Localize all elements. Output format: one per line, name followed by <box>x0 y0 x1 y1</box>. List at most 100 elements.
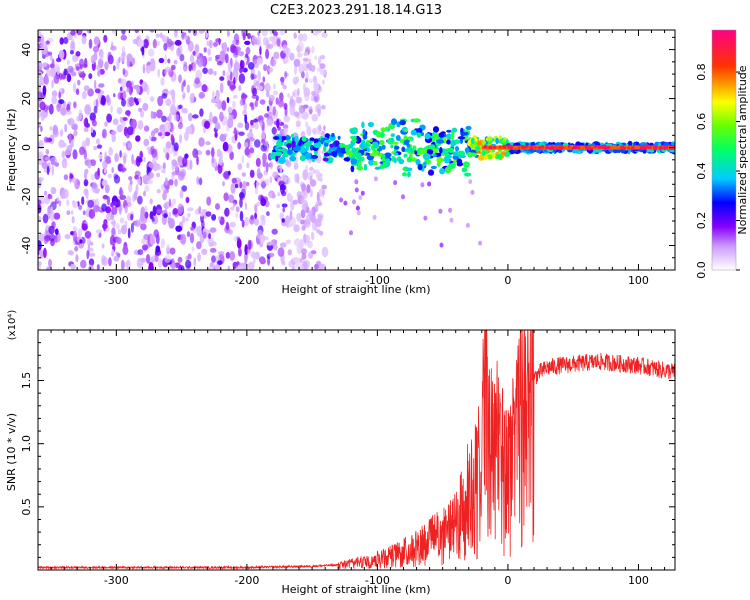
spectrogram-signal-cell <box>417 163 423 171</box>
spectrogram-signal-cell <box>436 156 443 164</box>
spectrogram-carrier-peak <box>534 146 537 149</box>
spectrogram-noise-cell <box>194 43 200 54</box>
spectrogram-noise-cell <box>128 142 132 149</box>
spectrogram-noise-cell <box>231 177 237 184</box>
spectrogram-signal-cell <box>409 148 414 153</box>
spectrogram-noise-cell <box>156 172 161 178</box>
spectrogram-signal-cell <box>670 142 675 146</box>
spectrogram-noise-cell <box>215 203 220 210</box>
spectrogram-noise-cell <box>120 86 123 92</box>
spectrogram-noise-cell <box>54 228 59 235</box>
spectrogram-noise-cell <box>268 67 274 73</box>
spectrogram-noise-cell <box>427 181 432 187</box>
spectrogram-noise-cell <box>295 120 301 128</box>
spectrogram-noise-cell <box>155 245 161 253</box>
spectrogram-signal-cell <box>427 169 435 176</box>
spectrogram-noise-cell <box>202 231 207 239</box>
spectrogram-noise-cell <box>211 214 217 221</box>
spectrogram-noise-cell <box>239 191 245 199</box>
spectrogram-signal-cell <box>404 128 408 133</box>
spectrogram-signal-cell <box>426 149 434 155</box>
spectrogram-noise-cell <box>46 69 52 77</box>
spectrogram-noise-cell <box>119 187 123 197</box>
spectrogram-noise-cell <box>179 53 185 62</box>
spectrogram-noise-cell <box>106 113 112 123</box>
spectrogram-noise-cell <box>244 147 250 156</box>
spectrogram-noise-cell <box>139 150 143 160</box>
spectrogram-noise-cell <box>148 162 154 168</box>
spectrogram-noise-cell <box>90 127 94 134</box>
spectrogram-noise-cell <box>149 96 155 102</box>
spectrogram-noise-cell <box>130 118 137 130</box>
spectrogram-signal-cell <box>470 137 475 144</box>
spectrogram-signal-cell <box>495 153 503 159</box>
spectrogram-carrier-peak <box>567 145 571 148</box>
spectrogram-noise-cell <box>319 263 326 269</box>
spectrogram-signal-cell <box>369 138 373 143</box>
spectrogram-noise-cell <box>203 47 207 53</box>
spectrogram-noise-cell <box>110 105 113 113</box>
spectrogram-carrier-peak <box>509 145 514 150</box>
spectrogram-noise-cell <box>110 130 117 136</box>
spectrogram-noise-cell <box>448 207 453 213</box>
spectrogram-noise-cell <box>300 219 305 225</box>
spectrogram-noise-cell <box>89 112 96 121</box>
spectrogram-noise-cell <box>238 85 242 92</box>
spectrogram-signal-cell <box>622 142 626 146</box>
spectrogram-noise-cell <box>279 212 284 221</box>
spectrogram-noise-cell <box>276 38 281 47</box>
spectrogram-noise-cell <box>277 126 281 131</box>
snr-x-label: Height of straight line (km) <box>281 583 430 596</box>
spectrogram-noise-cell <box>254 99 259 108</box>
spectrogram-noise-cell <box>104 151 107 161</box>
spectrogram-noise-cell <box>354 179 359 185</box>
spectrogram-noise-cell <box>66 144 73 154</box>
spectrogram-noise-cell <box>182 92 186 99</box>
spectrogram-noise-cell <box>59 72 63 81</box>
snr-marks <box>38 330 675 570</box>
spectrogram-noise-cell <box>104 184 110 194</box>
spectrogram-noise-cell <box>133 190 138 201</box>
colorbar-label: Normalized spectral amplitude <box>736 65 749 234</box>
spectrogram-noise-cell <box>311 45 315 54</box>
spectrogram-carrier-peak <box>650 146 653 149</box>
spectrogram-noise-cell <box>117 228 122 235</box>
spectrogram-noise-cell <box>87 199 95 208</box>
spectrogram-noise-cell <box>141 238 147 245</box>
spectrogram-noise-cell <box>164 54 167 65</box>
spectrogram-signal-cell <box>375 131 382 138</box>
spectrogram-noise-cell <box>146 179 154 185</box>
spectrogram-noise-cell <box>229 151 234 161</box>
spectrogram-noise-cell <box>244 202 248 210</box>
spectrogram-signal-cell <box>385 126 389 132</box>
spectrogram-noise-cell <box>318 230 324 236</box>
spectrogram-noise-cell <box>165 152 170 160</box>
spectrogram-noise-cell <box>262 36 269 46</box>
spectrogram-noise-cell <box>356 210 361 216</box>
spectrogram-noise-cell <box>45 40 50 45</box>
spectrogram-signal-cell <box>422 153 431 161</box>
spectrogram-noise-cell <box>148 261 154 270</box>
spectrogram-noise-cell <box>133 219 141 227</box>
spectrogram-noise-cell <box>281 218 286 223</box>
spectrogram-noise-cell <box>45 148 50 155</box>
spectrogram-noise-cell <box>276 203 281 209</box>
spectrogram-noise-cell <box>250 214 254 220</box>
spectrogram-noise-cell <box>208 233 212 240</box>
spectrogram-noise-cell <box>233 202 236 208</box>
snr-frame <box>37 329 676 571</box>
spectrogram-noise-cell <box>269 176 273 184</box>
spectrogram-noise-cell <box>96 144 103 149</box>
spectrogram-noise-cell <box>309 179 317 187</box>
spectrogram-noise-cell <box>155 33 160 38</box>
spectrogram-noise-cell <box>295 96 303 104</box>
spectrogram-noise-cell <box>130 222 134 233</box>
spectrogram-noise-cell <box>170 133 174 143</box>
spectrogram-noise-cell <box>135 155 141 167</box>
spectrogram-noise-cell <box>262 121 265 132</box>
spectrogram-noise-cell <box>213 41 218 47</box>
spectrogram-noise-cell <box>84 104 92 115</box>
spectrogram-noise-cell <box>157 132 163 137</box>
spectrogram-noise-cell <box>177 256 183 263</box>
spectrogram-noise-cell <box>301 203 308 211</box>
